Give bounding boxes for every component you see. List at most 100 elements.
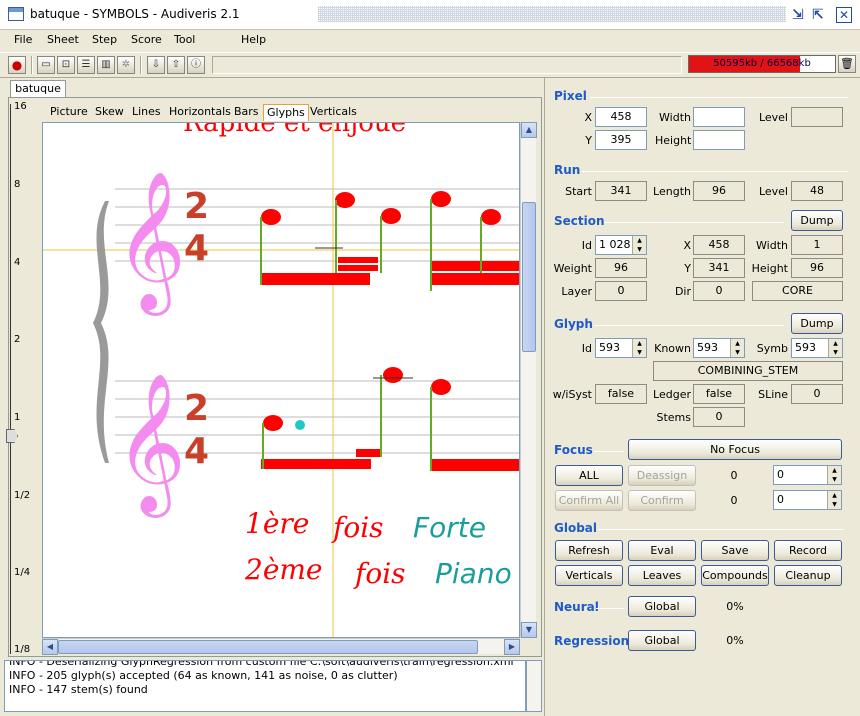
window-title: batuque - SYMBOLS - Audiveris 2.1 [30, 7, 240, 21]
scroll-right-icon[interactable]: ▶ [504, 639, 520, 655]
stop-icon[interactable]: ● [8, 56, 26, 74]
menu-bar [0, 30, 860, 52]
confirm-button[interactable]: Confirm [628, 490, 696, 511]
regression-global-button[interactable]: Global [628, 630, 696, 651]
lyric-text: Piano [435, 557, 512, 590]
pixel-section-title: Pixel [554, 89, 587, 103]
log-scrollbar[interactable] [526, 660, 542, 712]
scroll-thumb[interactable] [522, 202, 536, 352]
spinner-arrows-icon[interactable]: ▲ ▼ [828, 339, 842, 357]
spinner-arrows-icon[interactable]: ▲ ▼ [827, 491, 841, 509]
eval-button[interactable]: Eval [628, 540, 696, 561]
leaves-button[interactable]: Leaves [628, 565, 696, 586]
spinner-arrows-icon[interactable]: ▲ ▼ [730, 339, 744, 357]
confirm-all-button[interactable]: Confirm All [555, 490, 623, 511]
dot-glyph [295, 420, 305, 430]
confirm-spinner[interactable]: 0 ▲ ▼ [773, 490, 842, 510]
sheet-tab[interactable]: batuque [10, 80, 66, 98]
close-icon[interactable]: ✕ [836, 7, 852, 23]
pixel-x-field[interactable]: 458 [595, 107, 647, 127]
glyph-dump-button[interactable]: Dump [791, 313, 843, 334]
tab-skew[interactable]: Skew [95, 105, 124, 118]
section-dir-field: 0 [693, 281, 745, 301]
scroll-thumb[interactable] [58, 640, 478, 654]
deassign-count: 0 [730, 469, 738, 482]
tab-picture[interactable]: Picture [50, 105, 88, 118]
section-dump-button[interactable]: Dump [791, 210, 843, 231]
pixel-level-field [791, 107, 843, 127]
canvas-horizontal-scrollbar[interactable]: ◀ ▶ [42, 638, 520, 655]
refresh-button[interactable]: Refresh [555, 540, 623, 561]
cleanup-button[interactable]: Cleanup [774, 565, 842, 586]
upload-icon[interactable]: ⇧ [167, 56, 185, 74]
trash-icon[interactable]: 🗑 [838, 55, 856, 73]
tab-glyphs[interactable]: Glyphs [263, 104, 309, 121]
menu-score[interactable]: Score [131, 33, 162, 46]
treble-clef-icon: 𝄞 [115, 373, 186, 518]
columns-icon[interactable]: ▥ [97, 56, 115, 74]
neural-global-button[interactable]: Global [628, 596, 696, 617]
pixel-y-field[interactable]: 395 [595, 130, 647, 150]
lyric-text: fois [331, 511, 384, 544]
about-icon[interactable]: ⓘ [187, 56, 205, 74]
tab-horizontals[interactable]: Horizontals [169, 105, 231, 118]
log-panel[interactable]: INFO - Deserializing GlyphRegression fro… [4, 660, 526, 712]
focus-section-title: Focus [554, 443, 593, 457]
tab-bars[interactable]: Bars [234, 105, 259, 118]
tab-verticals[interactable]: Verticals [310, 105, 357, 118]
verticals-button[interactable]: Verticals [555, 565, 623, 586]
spinner-arrows-icon[interactable]: ▲ ▼ [632, 339, 646, 357]
scroll-left-icon[interactable]: ◀ [42, 639, 58, 655]
deassign-button[interactable]: Deassign [628, 465, 696, 486]
menu-help[interactable]: Help [241, 33, 267, 46]
regression-progress: 0% [726, 634, 744, 647]
glyph-id-spinner[interactable]: 593 ▲ ▼ [595, 338, 647, 358]
menu-tool[interactable]: Tool [174, 33, 196, 46]
glyph-wisyst-label: w/iSyst [552, 388, 592, 401]
focus-all-button[interactable]: ALL [555, 465, 623, 486]
zoom-label: 1/2 [14, 490, 31, 501]
glyph-symb-spinner[interactable]: 593 ▲ ▼ [791, 338, 843, 358]
time-sig-den: 4 [184, 228, 209, 269]
focus-selector-button[interactable]: No Focus [628, 439, 842, 460]
menu-step[interactable]: Step [92, 33, 118, 46]
glyph-ledger-field: false [693, 384, 745, 404]
record-button[interactable]: Record [774, 540, 842, 561]
pixel-width-label: Width [659, 111, 691, 124]
log-line: INFO - 147 stem(s) found [9, 683, 148, 696]
toolbar [0, 52, 860, 78]
brace-icon [93, 201, 109, 463]
canvas-vertical-scrollbar[interactable]: ▲ ▼ [520, 122, 537, 638]
gear-icon[interactable]: ✲ [117, 56, 135, 74]
menu-sheet[interactable]: Sheet [47, 33, 79, 46]
glyph-known-spinner[interactable]: 593 ▲ ▼ [693, 338, 745, 358]
maximize-icon[interactable]: ⇱ [812, 7, 824, 23]
run-start-label: Start [565, 185, 592, 198]
section-id-spinner[interactable]: 1 028 ▲ ▼ [595, 235, 647, 255]
rows-icon[interactable]: ☰ [77, 56, 95, 74]
section-divider [594, 451, 624, 452]
pixel-height-field[interactable] [693, 130, 745, 150]
pixel-width-field[interactable] [693, 107, 745, 127]
score-canvas[interactable]: 𝄞 𝄞 2 4 2 4 Rapide et enjoué [42, 122, 520, 638]
save-button[interactable]: Save [701, 540, 769, 561]
regression-section-title: Regression [554, 634, 630, 648]
spinner-arrows-icon[interactable]: ▲ ▼ [827, 466, 841, 484]
open-folder-icon[interactable]: ▭ [37, 56, 55, 74]
zoom-label: 8 [14, 179, 21, 190]
download-icon[interactable]: ⇩ [147, 56, 165, 74]
tab-lines[interactable]: Lines [132, 105, 161, 118]
select-icon[interactable]: ⊡ [57, 56, 75, 74]
scroll-up-icon[interactable]: ▲ [521, 122, 537, 138]
compounds-button[interactable]: Compounds [701, 565, 769, 586]
scroll-down-icon[interactable]: ▼ [521, 622, 537, 638]
menu-file[interactable]: File [14, 33, 33, 46]
lyric-text: 1ère [245, 507, 309, 540]
zoom-slider-handle[interactable] [6, 429, 18, 443]
glyph-sline-label: SLine [758, 388, 788, 401]
section-y-label: Y [684, 262, 691, 275]
deassign-spinner[interactable]: 0 ▲ ▼ [773, 465, 842, 485]
minimize-icon[interactable]: ⇲ [792, 7, 804, 23]
spinner-arrows-icon[interactable]: ▲ ▼ [632, 236, 646, 254]
time-sig-num: 2 [184, 186, 209, 227]
